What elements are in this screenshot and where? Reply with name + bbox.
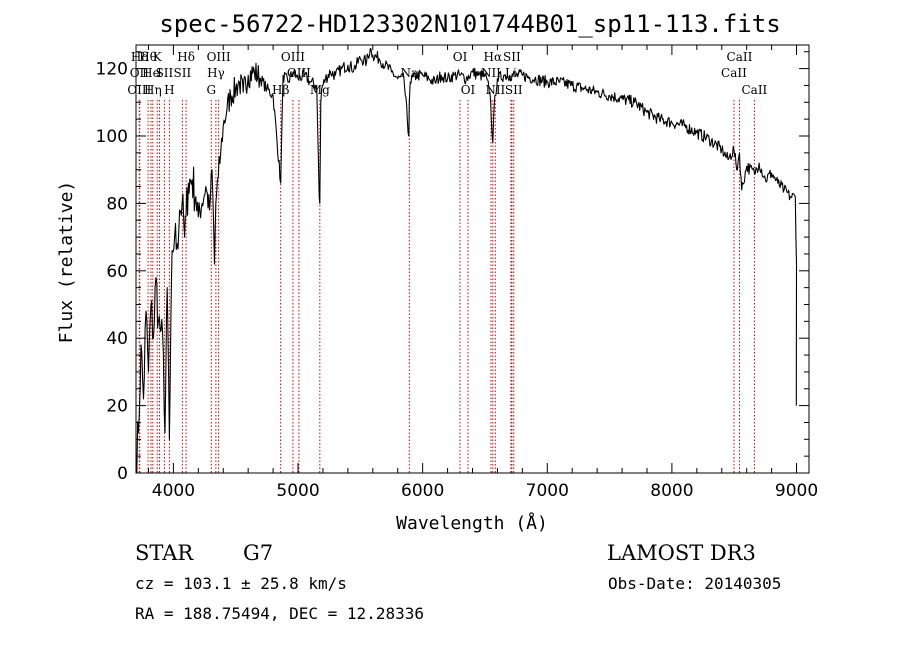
spectral-line-label: SII <box>505 83 523 97</box>
x-tick-label: 5000 <box>276 481 319 501</box>
x-tick-label: 7000 <box>526 481 569 501</box>
y-tick-label: 40 <box>106 329 128 349</box>
spectral-line-label: Hδ <box>131 50 149 64</box>
spectral-line-label: Hη <box>144 83 162 97</box>
plot-frame <box>135 44 810 474</box>
y-axis-ticks: 0 20 40 60 80 100 120 <box>96 51 809 484</box>
spectral-line-markers <box>138 100 755 473</box>
spectral-line-label: Hα <box>484 50 503 64</box>
y-tick-label: 80 <box>106 194 128 214</box>
spectral-line-label: CaII <box>721 66 747 80</box>
spectral-line-label: G <box>206 83 216 97</box>
spectral-line-label: OIII <box>281 50 305 64</box>
spectral-line-label: OIII <box>287 66 311 80</box>
spectral-line-label: He <box>142 66 160 80</box>
object-class: STAR <box>135 541 194 565</box>
survey-name: LAMOST DR3 <box>607 541 756 565</box>
spectral-line-label: Hγ <box>207 66 225 80</box>
y-axis-label: Flux (relative) <box>56 181 77 344</box>
spectral-line-label: K <box>153 50 163 64</box>
spectral-line-label: SII <box>503 50 521 64</box>
y-tick-label: 100 <box>96 127 128 147</box>
y-tick-label: 0 <box>117 464 128 484</box>
y-tick-label: 20 <box>106 397 128 417</box>
observation-date: Obs-Date: 20140305 <box>608 574 781 593</box>
spectral-line-label: Hβ <box>272 83 289 97</box>
y-tick-label: 60 <box>106 262 128 282</box>
object-subclass: G7 <box>243 541 273 565</box>
spectral-line-label: SII <box>156 66 174 80</box>
spectral-line-label: H <box>164 83 174 97</box>
spectral-line-label: OII <box>130 66 150 80</box>
redshift-cz: cz = 103.1 ± 25.8 km/s <box>135 574 347 593</box>
x-tick-label: 4000 <box>152 481 195 501</box>
spectral-line-label: SII <box>174 66 192 80</box>
spectral-line-label: OI <box>461 83 476 97</box>
x-axis-ticks: 4000 5000 6000 7000 8000 9000 <box>147 45 818 501</box>
flux-curve <box>135 47 798 474</box>
chart-title: spec-56722-HD123302N101744B01_sp11-113.f… <box>159 10 780 38</box>
spectral-line-label: Hθ <box>139 50 157 64</box>
coordinates: RA = 188.75494, DEC = 12.28336 <box>135 604 424 623</box>
spectral-line-label: OIII <box>127 83 151 97</box>
x-tick-label: 6000 <box>401 481 444 501</box>
x-tick-label: 9000 <box>775 481 818 501</box>
spectral-line-label: Mg <box>310 83 330 97</box>
spectral-line-label: Na <box>400 66 418 80</box>
spectral-line-label: Hδ <box>177 50 195 64</box>
y-tick-label: 120 <box>96 60 128 80</box>
spectral-line-label: I <box>157 66 162 80</box>
spectral-line-label: OIII <box>207 50 231 64</box>
spectral-line-label: Li <box>505 66 517 80</box>
x-tick-label: 8000 <box>650 481 693 501</box>
spectral-line-label: CaII <box>741 83 767 97</box>
spectral-line-label: CaII <box>727 50 753 64</box>
spectral-line-label: OI <box>453 50 468 64</box>
x-axis-label: Wavelength (Å) <box>396 512 548 534</box>
